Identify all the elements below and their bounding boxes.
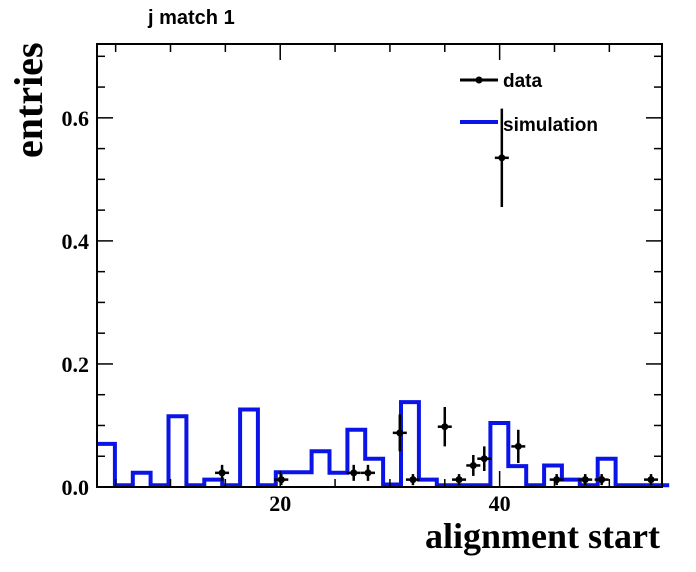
data-point — [392, 414, 407, 452]
data-point — [494, 108, 509, 208]
y-tick-label: 0.2 — [62, 352, 90, 377]
data-point — [452, 474, 467, 486]
data-point — [549, 474, 564, 486]
y-tick-label: 0.6 — [62, 106, 90, 131]
data-point — [511, 429, 526, 464]
legend-data-marker — [475, 76, 483, 84]
data-point — [405, 474, 420, 486]
chart-title: j match 1 — [147, 7, 235, 29]
x-tick-label: 40 — [489, 491, 511, 516]
y-axis-label: entries — [6, 42, 51, 158]
data-point — [215, 464, 230, 481]
simulation-histogram — [97, 400, 670, 488]
data-point — [466, 455, 481, 476]
data-point — [644, 474, 659, 486]
x-axis-label: alignment start — [425, 516, 660, 556]
legend-data-label: data — [503, 71, 543, 92]
data-point — [594, 474, 609, 486]
data-point — [437, 407, 452, 447]
plot-frame — [96, 43, 663, 488]
data-point — [360, 464, 375, 481]
legend: data simulation — [460, 71, 598, 136]
data-point — [578, 474, 593, 486]
data-point — [346, 464, 361, 481]
data-points — [215, 108, 659, 486]
x-tick-label: 20 — [269, 491, 291, 516]
data-point — [477, 446, 492, 472]
y-tick-label: 0.0 — [62, 475, 90, 500]
simulation-histogram-line — [97, 400, 670, 488]
y-tick-label: 0.4 — [62, 229, 90, 254]
legend-simulation-label: simulation — [503, 115, 598, 136]
axis-ticks: 0.0 0.2 0.4 0.6 20 40 — [62, 44, 662, 516]
